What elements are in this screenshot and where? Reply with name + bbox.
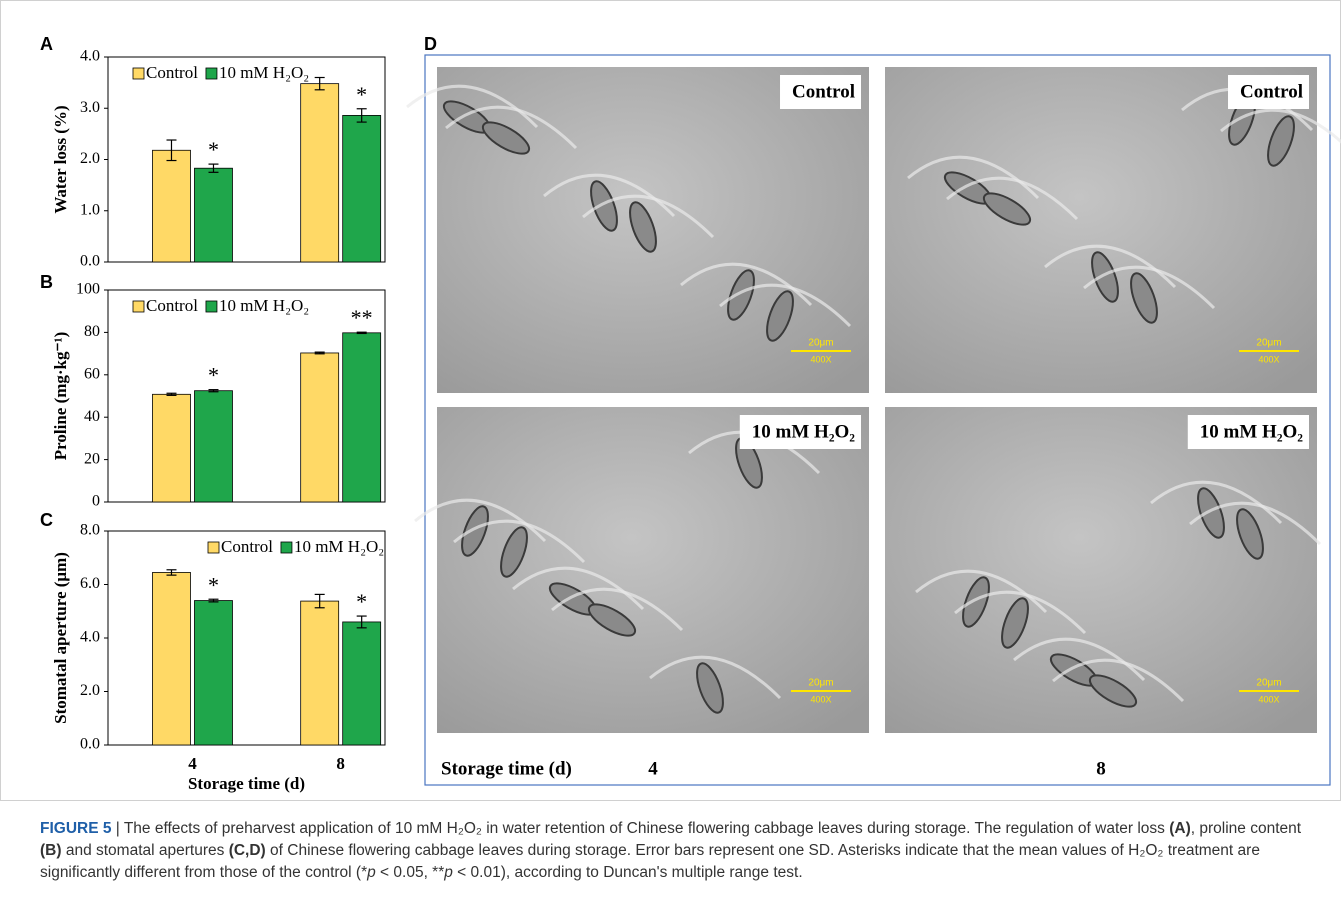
caption: FIGURE 5 | The effects of preharvest app… bbox=[40, 818, 1310, 884]
page: {"chart_data": [ {"type": "bar", "panel"… bbox=[0, 0, 1341, 909]
y-tick-label: 4.0 bbox=[80, 629, 100, 646]
bar bbox=[343, 333, 381, 502]
legend-label: 10 mM H₂O₂ bbox=[219, 63, 309, 82]
column-label: 4 bbox=[648, 758, 658, 779]
panel-label: D bbox=[424, 34, 437, 54]
bar bbox=[301, 601, 339, 745]
magnification-label: 400X bbox=[1258, 354, 1279, 364]
panel-label: A bbox=[40, 34, 53, 54]
y-tick-label: 8.0 bbox=[80, 522, 100, 539]
x-axis-title: Storage time (d) bbox=[441, 758, 572, 779]
legend-label: Control bbox=[146, 63, 198, 82]
image-label: 10 mM H₂O₂ bbox=[752, 421, 856, 442]
legend-swatch bbox=[281, 542, 292, 553]
panel-label: C bbox=[40, 510, 53, 530]
y-tick-label: 20 bbox=[84, 450, 100, 467]
legend-swatch bbox=[206, 301, 217, 312]
bar bbox=[301, 84, 339, 262]
legend-swatch bbox=[133, 301, 144, 312]
y-tick-label: 1.0 bbox=[80, 201, 100, 218]
y-tick-label: 4.0 bbox=[80, 48, 100, 65]
y-tick-label: 0 bbox=[92, 493, 100, 510]
legend-swatch bbox=[133, 68, 144, 79]
bar bbox=[301, 353, 339, 502]
figure: A0.01.02.03.04.0Water loss (%)**Control1… bbox=[0, 0, 1341, 909]
column-label: 8 bbox=[1096, 758, 1106, 779]
panel-label: B bbox=[40, 272, 53, 292]
y-tick-label: 3.0 bbox=[80, 99, 100, 116]
bar bbox=[152, 394, 190, 502]
legend-swatch bbox=[208, 542, 219, 553]
bar bbox=[194, 168, 232, 262]
y-tick-label: 40 bbox=[84, 408, 100, 425]
caption-text: < 0.05, ** bbox=[376, 864, 445, 881]
caption-text: p bbox=[444, 864, 453, 881]
significance-label: * bbox=[356, 82, 367, 107]
scale-bar-label: 20μm bbox=[1256, 678, 1281, 689]
legend-swatch bbox=[206, 68, 217, 79]
image-label: 10 mM H₂O₂ bbox=[1200, 421, 1304, 442]
y-axis-title: Stomatal aperture (μm) bbox=[51, 552, 70, 724]
magnification-label: 400X bbox=[1258, 694, 1279, 704]
legend-label: Control bbox=[221, 537, 273, 556]
bar bbox=[152, 572, 190, 745]
bar bbox=[152, 150, 190, 262]
x-tick-label: 4 bbox=[188, 754, 197, 773]
image-label: Control bbox=[792, 81, 855, 102]
magnification-label: 400X bbox=[810, 694, 831, 704]
bar bbox=[343, 622, 381, 745]
scale-bar-label: 20μm bbox=[808, 678, 833, 689]
x-axis-title: Storage time (d) bbox=[188, 774, 305, 793]
caption-text: < 0.01), according to Duncan's multiple … bbox=[453, 864, 803, 881]
y-tick-label: 80 bbox=[84, 323, 100, 340]
magnification-label: 400X bbox=[810, 354, 831, 364]
significance-label: * bbox=[208, 572, 219, 597]
scale-bar-label: 20μm bbox=[1256, 338, 1281, 349]
significance-label: * bbox=[208, 363, 219, 388]
y-tick-label: 2.0 bbox=[80, 682, 100, 699]
caption-text: , proline content bbox=[1191, 820, 1301, 837]
caption-text: (B) bbox=[40, 842, 62, 859]
image-label: Control bbox=[1240, 81, 1303, 102]
caption-text: and stomatal apertures bbox=[62, 842, 229, 859]
legend-label: Control bbox=[146, 296, 198, 315]
legend-label: 10 mM H₂O₂ bbox=[294, 537, 384, 556]
caption-text: (A) bbox=[1169, 820, 1191, 837]
scale-bar-label: 20μm bbox=[808, 338, 833, 349]
y-axis-title: Proline (mg·kg⁻¹) bbox=[51, 332, 70, 461]
caption-text: FIGURE 5 bbox=[40, 820, 111, 837]
legend-label: 10 mM H₂O₂ bbox=[219, 296, 309, 315]
y-axis-title: Water loss (%) bbox=[51, 105, 70, 213]
caption-text: (C,D) bbox=[229, 842, 266, 859]
significance-label: * bbox=[208, 137, 219, 162]
significance-label: * bbox=[356, 589, 367, 614]
y-tick-label: 2.0 bbox=[80, 150, 100, 167]
significance-label: ** bbox=[351, 305, 373, 330]
caption-text: | The effects of preharvest application … bbox=[111, 820, 1169, 837]
x-tick-label: 8 bbox=[336, 754, 345, 773]
bar bbox=[343, 115, 381, 262]
y-tick-label: 0.0 bbox=[80, 736, 100, 753]
y-tick-label: 0.0 bbox=[80, 253, 100, 270]
caption-text: p bbox=[367, 864, 376, 881]
y-tick-label: 6.0 bbox=[80, 575, 100, 592]
y-tick-label: 100 bbox=[76, 281, 100, 298]
bar bbox=[194, 391, 232, 502]
y-tick-label: 60 bbox=[84, 365, 100, 382]
bar bbox=[194, 601, 232, 745]
